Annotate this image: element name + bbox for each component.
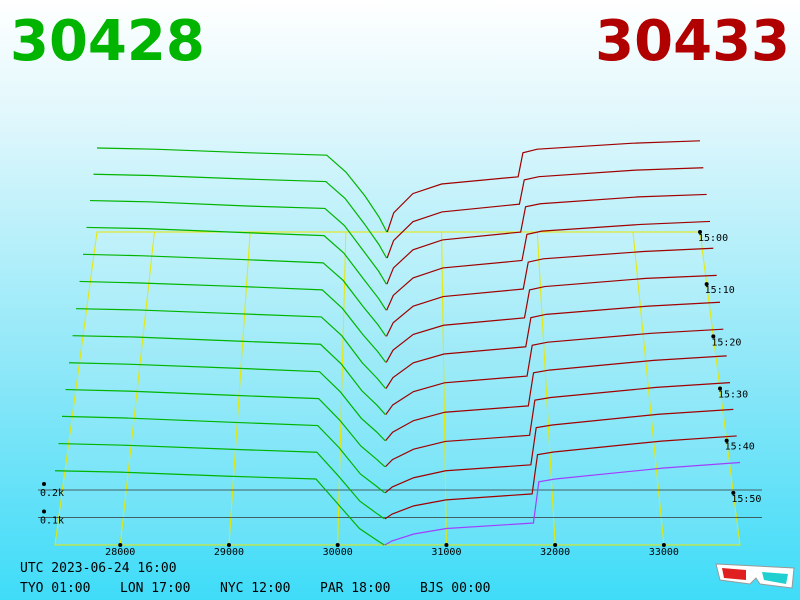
bid-depth-line	[68, 362, 386, 442]
floor-plane	[54, 231, 741, 546]
price-grid-line	[119, 231, 155, 546]
price-grid-line	[337, 231, 347, 546]
bid-depth-line	[89, 199, 387, 285]
depth-tick-label: 0.2k	[40, 488, 64, 499]
price-tick	[118, 543, 123, 547]
ask-depth-line	[385, 301, 721, 389]
bid-depth-line	[58, 442, 385, 520]
price-tick-label: 31000	[431, 547, 461, 558]
time-tick-label: 15:20	[711, 337, 741, 348]
bid-depth-line	[75, 308, 386, 389]
time-tick	[698, 230, 702, 234]
ask-depth-line	[385, 355, 727, 442]
footer-zone: LON 17:00	[120, 581, 190, 596]
ask-depth-line	[386, 140, 701, 233]
footer-zone: TYO 01:00	[20, 581, 90, 596]
time-tick-label: 15:10	[705, 285, 735, 296]
time-tick	[731, 490, 736, 495]
ask-depth-line	[386, 193, 707, 285]
price-tick	[553, 543, 558, 547]
ask-depth-line	[386, 167, 704, 259]
bid-depth-line	[86, 226, 387, 311]
price-tick-label: 33000	[649, 547, 679, 558]
price-tick-label: 30000	[323, 547, 353, 558]
depth-tick	[42, 482, 46, 486]
ask-depth-line	[384, 382, 731, 468]
ask-depth-line	[385, 274, 717, 363]
price-tick	[444, 543, 449, 547]
price-tick	[661, 543, 666, 547]
ask-depth-line	[384, 408, 734, 494]
bid-depth-line	[54, 470, 385, 546]
time-tick-label: 15:40	[725, 442, 755, 453]
price-grid-line	[228, 231, 251, 546]
price-grid-line	[536, 231, 556, 546]
bid-depth-line	[96, 147, 388, 233]
ask-depth-line	[386, 220, 711, 311]
time-tick	[711, 334, 716, 339]
price-tick-label: 29000	[214, 547, 244, 558]
time-tick	[718, 386, 722, 391]
best-bid: 30428	[10, 9, 205, 74]
time-tick-label: 15:30	[718, 390, 748, 401]
depth-tick	[42, 509, 46, 514]
bid-depth-line	[93, 173, 388, 259]
footer-zone: NYC 12:00	[220, 581, 290, 596]
ask-depth-line	[384, 461, 741, 546]
footer-utc: UTC 2023-06-24 16:00	[20, 561, 177, 576]
bid-depth-line	[72, 335, 386, 415]
time-tick-label: 15:00	[698, 233, 728, 244]
price-tick	[226, 543, 231, 547]
price-tick-label: 32000	[540, 547, 570, 558]
time-tick-label: 15:50	[731, 494, 761, 505]
time-tick	[724, 438, 729, 443]
price-grid-line	[441, 231, 447, 546]
ask-depth-line	[385, 328, 724, 415]
ask-depth-line	[384, 435, 737, 520]
bid-depth-line	[65, 388, 386, 468]
glasses-cyan-lens	[762, 572, 788, 584]
ask-depth-line	[385, 247, 714, 337]
footer-zone: BJS 00:00	[420, 581, 490, 596]
footer-zone: PAR 18:00	[320, 581, 390, 596]
best-ask: 30433	[595, 9, 790, 74]
time-tick	[704, 282, 709, 287]
price-tick-label: 28000	[105, 547, 135, 558]
bid-depth-line	[82, 253, 387, 337]
glasses-red-lens	[722, 568, 746, 580]
price-tick	[335, 543, 340, 547]
glasses-button[interactable]	[715, 563, 795, 589]
bid-depth-line	[79, 280, 387, 363]
depth-tick-label: 0.1k	[40, 516, 64, 527]
bid-depth-line	[61, 415, 386, 494]
